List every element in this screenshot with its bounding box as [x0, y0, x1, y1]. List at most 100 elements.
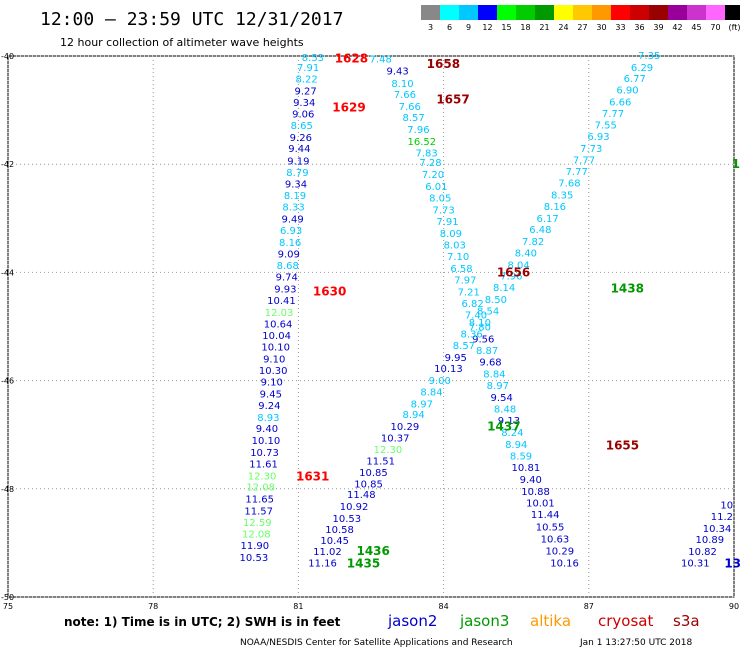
wave-height-value: 8.04: [507, 260, 529, 271]
footer-credit: NOAA/NESDIS Center for Satellite Applica…: [240, 638, 513, 648]
wave-height-value: 11.2: [711, 512, 733, 523]
wave-height-value: 10.01: [526, 498, 555, 509]
wave-height-value: 8.05: [429, 194, 451, 205]
wave-height-value: 8.19: [284, 191, 306, 202]
legend-label: 9: [466, 23, 471, 32]
wave-height-value: 7.83: [416, 148, 438, 159]
plot-frame: [7, 55, 735, 598]
legend-swatch: [649, 5, 668, 20]
wave-height-value: 10.16: [550, 558, 579, 569]
pass-number-label: 1437: [487, 420, 520, 434]
wave-height-value: 10.89: [695, 535, 724, 546]
wave-height-value: 7.91: [436, 217, 458, 228]
legend-label: 12: [482, 23, 492, 32]
wave-height-value: 9.10: [261, 378, 283, 389]
wave-height-value: 8.97: [411, 399, 433, 410]
wave-height-value: 7.55: [595, 121, 617, 132]
wave-height-value: 8.97: [487, 381, 509, 392]
wave-height-value: 7.40: [465, 311, 487, 322]
pass-number-label: 1629: [332, 100, 365, 114]
wave-height-value: 9.09: [278, 249, 300, 260]
wave-height-value: 9.43: [386, 67, 408, 78]
wave-height-value: 6.66: [609, 97, 631, 108]
wave-height-value: 10.41: [267, 296, 296, 307]
wave-height-value: 6.01: [425, 182, 447, 193]
satellite-legend: jason2 jason3 altika cryosat s3a: [387, 612, 700, 630]
wave-height-value: 6.58: [450, 264, 472, 275]
wave-height-value: 10.85: [359, 468, 388, 479]
wave-height-value: 10.81: [512, 463, 541, 474]
wave-height-value: 8.84: [420, 387, 442, 398]
pass-number-label: 1438: [611, 282, 644, 296]
wave-height-value: 12.08: [242, 530, 271, 541]
wave-height-value: 11.51: [366, 457, 395, 468]
pass-labels: 1628 1629 1630 1631 1658 1657 1656 1655 1439 1438…: [296, 52, 740, 571]
wave-height-value: 9.34: [285, 180, 307, 191]
pass-number-label: 1656: [497, 265, 530, 279]
wave-height-value: 7.96: [407, 125, 429, 136]
wave-height-value: 8.53: [302, 53, 324, 64]
page-subtitle: 12 hour collection of altimeter wave hei…: [60, 36, 304, 49]
wave-height-value: 11.02: [313, 547, 342, 558]
wave-height-value: 8.14: [493, 283, 515, 294]
wave-height-value: 11.57: [244, 506, 273, 517]
wave-height-value: 10.92: [340, 502, 369, 513]
wave-height-value: 11.16: [308, 558, 337, 569]
wave-height-value: 9.24: [258, 401, 280, 412]
wave-height-value: 10.58: [325, 525, 354, 536]
wave-height-value: 9.44: [288, 144, 310, 155]
wave-height-value: 7.91: [297, 63, 319, 74]
wave-height-value: 10.29: [391, 422, 420, 433]
satellite-name-cryosat: cryosat: [598, 612, 653, 630]
wave-height-value: 6.93: [587, 132, 609, 143]
wave-height-value: 12.08: [246, 483, 275, 494]
wave-height-value: 6.90: [616, 86, 638, 97]
wave-height-value: 10.37: [381, 433, 410, 444]
x-tick-label: 87: [584, 602, 594, 611]
footer-note: note: 1) Time is in UTC; 2) SWH is in fe…: [64, 615, 341, 629]
wave-height-value: 10.10: [252, 436, 281, 447]
wave-height-value: 7.77: [602, 109, 624, 120]
legend-swatch: [554, 5, 573, 20]
x-tick-label: 81: [293, 602, 303, 611]
wave-height-value: 9.06: [292, 109, 314, 120]
satellite-name-altika: altika: [530, 612, 571, 630]
pass-number-label: 1631: [296, 469, 329, 483]
wave-height-value: 6.77: [624, 74, 646, 85]
wave-height-value: 8.94: [505, 440, 527, 451]
wave-height-value: 8.94: [402, 410, 424, 421]
wave-height-value: 10.63: [541, 535, 570, 546]
legend-label: 42: [672, 23, 682, 32]
pass-number-label: 1628: [335, 52, 368, 66]
legend-swatch: [459, 5, 478, 20]
legend-label: 30: [596, 23, 606, 32]
legend-label: 18: [520, 23, 530, 32]
y-tick-label: -46: [1, 377, 14, 386]
legend-label: 15: [501, 23, 511, 32]
pass-number-label: 1655: [606, 439, 639, 453]
wave-height-value: 10.29: [545, 546, 574, 557]
wave-height-value: 7.80: [469, 323, 491, 334]
wave-height-value: 9.74: [276, 273, 298, 284]
wave-height-value: 10.82: [688, 547, 717, 558]
legend-swatch: [421, 5, 440, 20]
wave-height-value: 8.57: [453, 341, 475, 352]
legend-label: 33: [615, 23, 625, 32]
wave-height-value: 7.28: [419, 158, 441, 169]
wave-height-value: 6.93: [280, 226, 302, 237]
wave-height-value: 7.35: [638, 51, 660, 62]
wave-height-value: 8.09: [440, 229, 462, 240]
wave-height-value: 7.20: [422, 170, 444, 181]
legend-swatch: [516, 5, 535, 20]
satellite-name-s3a: s3a: [673, 612, 700, 630]
wave-height-value: 8.10: [391, 79, 413, 90]
wave-height-value: 8.03: [444, 240, 466, 251]
wave-height-value: 10.53: [240, 553, 269, 564]
wave-height-value: 11.44: [531, 510, 560, 521]
wave-height-value: 11.61: [249, 459, 278, 470]
wave-height-value: 9.00: [429, 376, 451, 387]
pass-number-label: 1630: [313, 284, 346, 298]
wave-height-value: 10.31: [681, 558, 710, 569]
wave-height-value: 7.73: [580, 144, 602, 155]
wave-height-value: 8.22: [295, 75, 317, 86]
